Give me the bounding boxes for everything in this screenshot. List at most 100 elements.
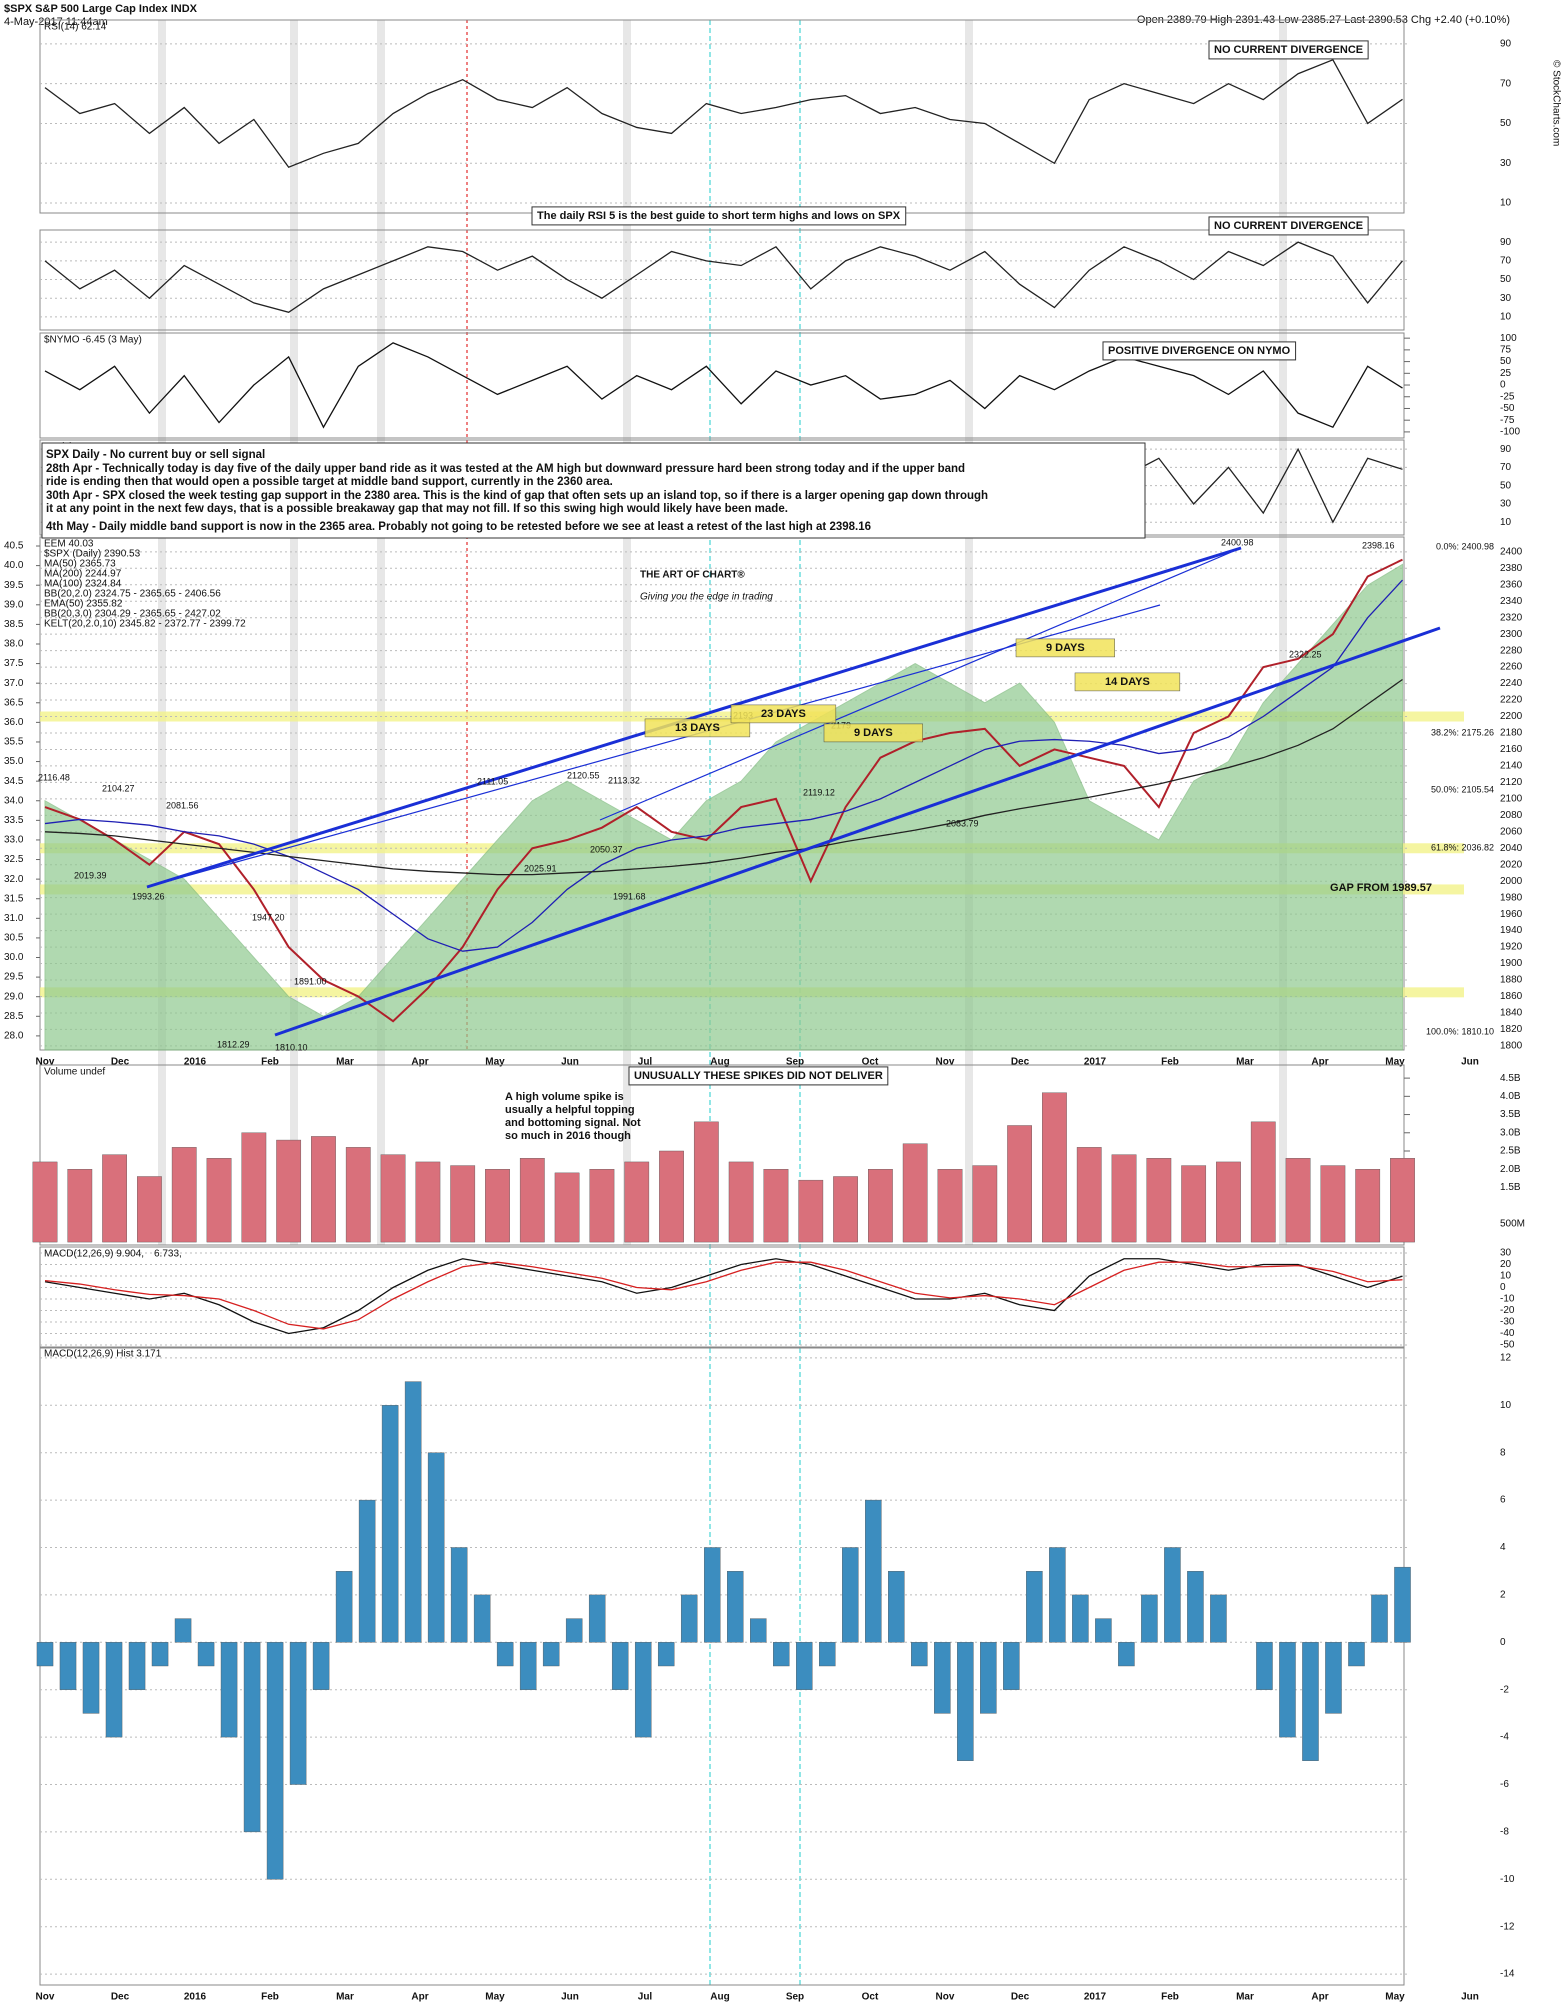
y-tick-label: 4	[1500, 1542, 1506, 1553]
y-tick-label: -4	[1500, 1732, 1509, 1743]
bar	[1141, 1594, 1158, 1643]
bar	[902, 1143, 928, 1243]
y-tick-label: 2200	[1500, 711, 1523, 722]
legend-entry: $SPX (Daily) 2390.53	[44, 549, 141, 560]
y-tick-label: 2140	[1500, 761, 1523, 772]
y-tick-label: 90	[1500, 237, 1512, 248]
x-tick-label: Jul	[638, 1057, 653, 1068]
x-tick-label: Feb	[261, 1057, 279, 1068]
bar	[1118, 1642, 1135, 1667]
bar	[241, 1132, 267, 1243]
line	[44, 579, 1403, 952]
x-tick-label: Apr	[1311, 1992, 1328, 2003]
y-tick-label: 10	[1500, 312, 1512, 323]
y-tick-label: 2240	[1500, 678, 1523, 689]
y-tick-label: 1920	[1500, 942, 1523, 953]
annotation-box	[628, 1066, 889, 1086]
y2-tick-label: 30.5	[4, 933, 24, 944]
y2-tick-label: 30.0	[4, 952, 24, 963]
y2-tick-label: 38.5	[4, 619, 24, 630]
y2-tick-label: 35.5	[4, 737, 24, 748]
bar	[311, 1136, 336, 1243]
bar	[404, 1381, 422, 1643]
bar	[358, 1499, 376, 1643]
y-tick-label: 1840	[1500, 1008, 1523, 1019]
legend-entry: EEM 40.03	[44, 539, 94, 550]
fib-label: 50.0%: 2105.54	[1431, 784, 1494, 794]
y-tick-label: 1940	[1500, 925, 1523, 936]
y-tick-label: 2220	[1500, 695, 1523, 706]
bar	[657, 1642, 675, 1667]
y-tick-label: 4.0B	[1500, 1091, 1521, 1102]
annotation: 2081.56	[166, 800, 199, 810]
x-tick-label: Aug	[710, 1057, 729, 1068]
guide-bar	[623, 20, 631, 1245]
y2-tick-label: 35.0	[4, 756, 24, 767]
bar	[1111, 1154, 1137, 1243]
x-tick-label: May	[1385, 1057, 1405, 1068]
bar	[345, 1147, 371, 1243]
bar	[659, 1150, 684, 1243]
bar	[1390, 1158, 1415, 1243]
annotation: NO CURRENT DIVERGENCE	[1214, 220, 1363, 232]
y-tick-label: -12	[1500, 1921, 1515, 1932]
annotation: A high volume spike is	[505, 1091, 624, 1103]
bar	[206, 1158, 232, 1243]
y-tick-label: 2120	[1500, 777, 1523, 788]
y-tick-label: -8	[1500, 1827, 1509, 1838]
y2-tick-label: 39.0	[4, 599, 24, 610]
y2-tick-label: 40.5	[4, 541, 24, 552]
y-tick-label: 2.5B	[1500, 1146, 1521, 1157]
annotation: 2025.91	[524, 863, 557, 873]
y-tick-label: 2	[1500, 1590, 1506, 1601]
x-tick-label: Dec	[111, 1992, 130, 2003]
y2-tick-label: 31.5	[4, 893, 24, 904]
day-box	[644, 718, 751, 738]
legend-entry: 6.733,	[154, 1249, 182, 1260]
bar	[750, 1618, 767, 1643]
annotation: 2116.48	[38, 772, 70, 782]
x-tick-label: 2017	[1084, 1992, 1107, 2003]
annotation: 2322.25	[1289, 649, 1322, 659]
x-tick-label: Jun	[561, 1057, 579, 1068]
y-tick-label: 3.0B	[1500, 1127, 1521, 1138]
y-tick-label: 1820	[1500, 1024, 1523, 1035]
x-tick-label: Nov	[36, 1992, 55, 2003]
bar	[243, 1642, 261, 1833]
bar	[519, 1158, 545, 1243]
bar	[1003, 1642, 1020, 1690]
y-tick-label: -6	[1500, 1779, 1509, 1790]
bar	[980, 1642, 997, 1714]
annotation: 2019.39	[74, 870, 107, 880]
y-tick-label: 20	[1500, 1259, 1512, 1270]
x-tick-label: Mar	[336, 1057, 354, 1068]
bar	[542, 1642, 560, 1667]
y-tick-label: -2	[1500, 1684, 1509, 1695]
y-tick-label: 25	[1500, 368, 1512, 379]
guide-bar	[290, 20, 298, 1245]
bar	[611, 1642, 629, 1690]
day-box	[1074, 672, 1181, 692]
bar	[105, 1642, 123, 1738]
line	[44, 678, 1403, 876]
y-tick-label: 10	[1500, 517, 1512, 528]
legend-entry: MACD(12,26,9) Hist 3.171	[44, 1349, 162, 1360]
y-tick-label: 3.5B	[1500, 1109, 1521, 1120]
bar	[1256, 1642, 1273, 1690]
y-tick-label: -30	[1500, 1317, 1515, 1328]
logo-tagline: Giving you the edge in trading	[640, 592, 773, 603]
x-tick-label: Jun	[1461, 1057, 1479, 1068]
line	[44, 342, 1403, 429]
bar	[473, 1594, 491, 1643]
y2-tick-label: 39.5	[4, 580, 24, 591]
guide-bar	[1279, 20, 1287, 1245]
y-tick-label: 0	[1500, 1282, 1506, 1293]
y-tick-label: 1880	[1500, 975, 1523, 986]
y2-tick-label: 38.0	[4, 639, 24, 650]
annotation: 9 DAYS	[1046, 642, 1085, 654]
bar	[266, 1642, 284, 1880]
x-tick-label: Feb	[1161, 1057, 1179, 1068]
bar	[36, 1642, 54, 1667]
y-tick-label: 2280	[1500, 645, 1523, 656]
y-tick-label: 2160	[1500, 744, 1523, 755]
